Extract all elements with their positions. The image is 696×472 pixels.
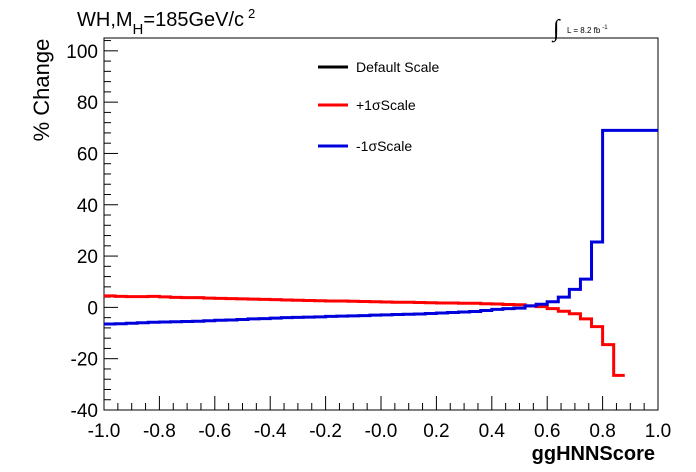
lumi-text: L = 8.2 fb	[567, 26, 601, 35]
x-tick-labels: -1.0 -0.8 -0.6 -0.4 -0.2 -0.0 0.2 0.4 0.6 0.8 1.0	[88, 421, 672, 442]
series-layer	[104, 128, 658, 377]
x-tick-label: 1.0	[645, 421, 671, 442]
title-subscript: H	[133, 21, 144, 38]
x-axis-title: ggHNNScore	[532, 443, 655, 465]
y-axis-title: % Change	[29, 39, 54, 142]
legend-label: -1σScale	[356, 138, 412, 154]
lumi-integral-symbol: ∫	[551, 16, 561, 43]
x-tick-label: -0.8	[143, 421, 176, 442]
series-line-plus-1-sigma	[104, 294, 625, 377]
y-tick-labels: -40 -20 0 20 40 60 80 100	[66, 42, 98, 422]
lumi-label: L = 8.2 fb -1	[567, 25, 608, 35]
title-main: WH,M	[77, 9, 133, 31]
legend-label: +1σScale	[356, 97, 416, 113]
chart-title: WH,MH=185GeV/c 2	[77, 6, 255, 38]
title-rest: =185GeV/c	[143, 9, 244, 31]
x-tick-label: -0.6	[198, 421, 231, 442]
axis-ticks	[103, 40, 659, 411]
y-tick-label: 60	[77, 144, 98, 165]
legend-label: Default Scale	[356, 59, 439, 75]
y-tick-label: -40	[71, 401, 98, 422]
y-tick-label: 0	[87, 298, 98, 319]
series-line-minus-1-sigma	[104, 128, 658, 326]
x-tick-label: 0.2	[423, 421, 449, 442]
x-tick-label: -0.4	[254, 421, 287, 442]
y-tick-label: 20	[77, 247, 98, 268]
x-tick-label: -0.0	[365, 421, 398, 442]
x-tick-label: 0.4	[479, 421, 506, 442]
y-tick-label: 100	[66, 42, 98, 63]
x-tick-label: 0.8	[589, 421, 615, 442]
y-tick-label: -20	[71, 350, 98, 371]
x-tick-label: -1.0	[88, 421, 121, 442]
x-tick-label: -0.2	[309, 421, 342, 442]
lumi-superscript: -1	[602, 25, 608, 31]
y-tick-label: 40	[77, 196, 98, 217]
x-tick-label: 0.6	[534, 421, 560, 442]
plot-frame	[103, 37, 659, 411]
title-superscript: 2	[248, 6, 255, 21]
y-tick-label: 80	[77, 93, 98, 114]
legend: Default Scale +1σScale -1σScale	[318, 59, 439, 154]
